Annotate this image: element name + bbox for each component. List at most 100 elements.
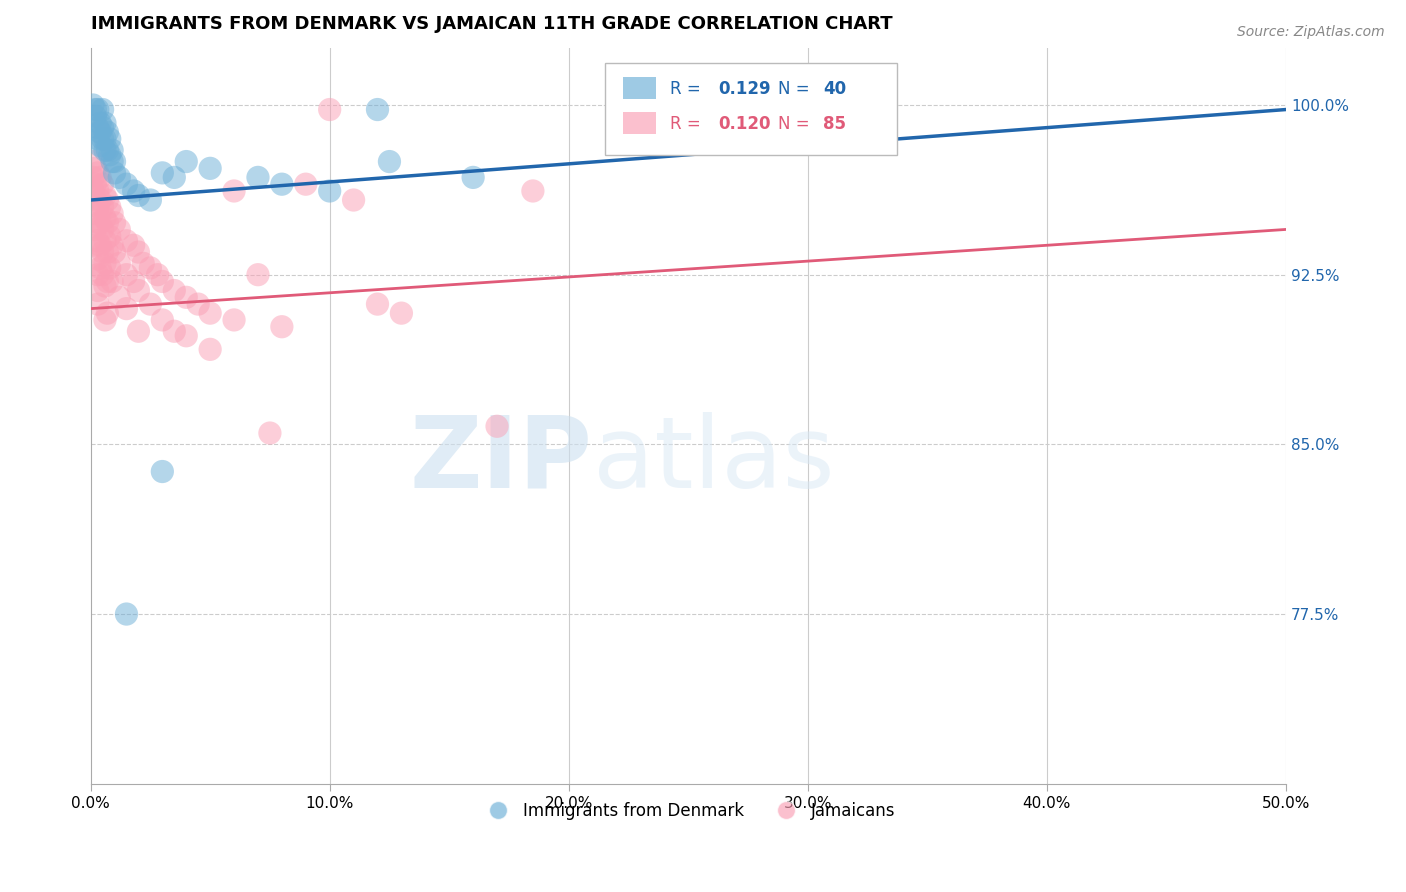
Point: [150, 166, 173, 180]
Point: [378, 154, 401, 169]
Point: [82, 184, 104, 198]
Point: [94, 313, 117, 327]
Point: [87, 184, 110, 198]
Point: [198, 161, 221, 176]
Point: [318, 103, 340, 117]
Text: R =: R =: [671, 80, 706, 98]
Point: [127, 324, 149, 338]
Point: [96, 143, 118, 157]
FancyBboxPatch shape: [605, 63, 897, 155]
Text: Source: ZipAtlas.com: Source: ZipAtlas.com: [1237, 25, 1385, 39]
Point: [222, 313, 245, 327]
Point: [89, 260, 111, 275]
Point: [101, 154, 124, 169]
Point: [98, 148, 121, 162]
Point: [174, 154, 197, 169]
Point: [96, 125, 118, 139]
Text: R =: R =: [671, 115, 706, 133]
FancyBboxPatch shape: [623, 77, 657, 99]
Point: [101, 275, 124, 289]
Point: [389, 306, 412, 320]
Point: [98, 260, 121, 275]
FancyBboxPatch shape: [623, 112, 657, 135]
Point: [139, 193, 162, 207]
Point: [98, 200, 121, 214]
Point: [87, 166, 110, 180]
Text: N =: N =: [778, 80, 815, 98]
Point: [108, 170, 131, 185]
Point: [103, 245, 125, 260]
Point: [87, 216, 110, 230]
Point: [115, 177, 138, 191]
Point: [366, 103, 388, 117]
Point: [89, 216, 111, 230]
Point: [91, 200, 114, 214]
Point: [87, 284, 110, 298]
Point: [486, 419, 509, 434]
Point: [94, 143, 117, 157]
Point: [82, 98, 104, 112]
Point: [246, 268, 269, 282]
Point: [150, 275, 173, 289]
Point: [82, 154, 104, 169]
Point: [366, 297, 388, 311]
Point: [342, 193, 364, 207]
Point: [89, 238, 111, 252]
Point: [270, 177, 292, 191]
Text: N =: N =: [778, 115, 815, 133]
Point: [87, 252, 110, 266]
Legend: Immigrants from Denmark, Jamaicans: Immigrants from Denmark, Jamaicans: [475, 796, 901, 827]
Point: [82, 170, 104, 185]
Point: [127, 284, 149, 298]
Point: [91, 245, 114, 260]
Point: [101, 206, 124, 220]
Point: [94, 116, 117, 130]
Point: [132, 256, 155, 270]
Point: [101, 143, 124, 157]
Point: [94, 256, 117, 270]
Point: [89, 170, 111, 185]
Point: [146, 268, 169, 282]
Text: atlas: atlas: [593, 412, 834, 508]
Point: [103, 216, 125, 230]
Point: [94, 132, 117, 146]
Point: [139, 297, 162, 311]
Point: [96, 245, 118, 260]
Point: [98, 229, 121, 244]
Point: [122, 275, 145, 289]
Point: [89, 116, 111, 130]
Point: [318, 184, 340, 198]
Point: [150, 313, 173, 327]
Text: ZIP: ZIP: [409, 412, 593, 508]
Text: 0.129: 0.129: [718, 80, 770, 98]
Point: [174, 290, 197, 304]
Point: [91, 177, 114, 191]
Point: [187, 297, 209, 311]
Point: [127, 245, 149, 260]
Point: [87, 132, 110, 146]
Point: [91, 268, 114, 282]
Point: [246, 170, 269, 185]
Point: [150, 465, 173, 479]
Point: [96, 216, 118, 230]
Point: [127, 188, 149, 202]
Point: [89, 138, 111, 153]
Point: [115, 301, 138, 316]
Point: [198, 343, 221, 357]
Point: [94, 211, 117, 226]
Point: [108, 256, 131, 270]
Point: [96, 306, 118, 320]
Text: 85: 85: [824, 115, 846, 133]
Point: [87, 200, 110, 214]
Point: [174, 328, 197, 343]
Text: IMMIGRANTS FROM DENMARK VS JAMAICAN 11TH GRADE CORRELATION CHART: IMMIGRANTS FROM DENMARK VS JAMAICAN 11TH…: [90, 15, 893, 33]
Point: [108, 290, 131, 304]
Point: [91, 132, 114, 146]
Point: [139, 260, 162, 275]
Point: [89, 193, 111, 207]
Point: [115, 234, 138, 248]
Point: [198, 306, 221, 320]
Point: [84, 177, 107, 191]
Point: [87, 268, 110, 282]
Point: [163, 324, 186, 338]
